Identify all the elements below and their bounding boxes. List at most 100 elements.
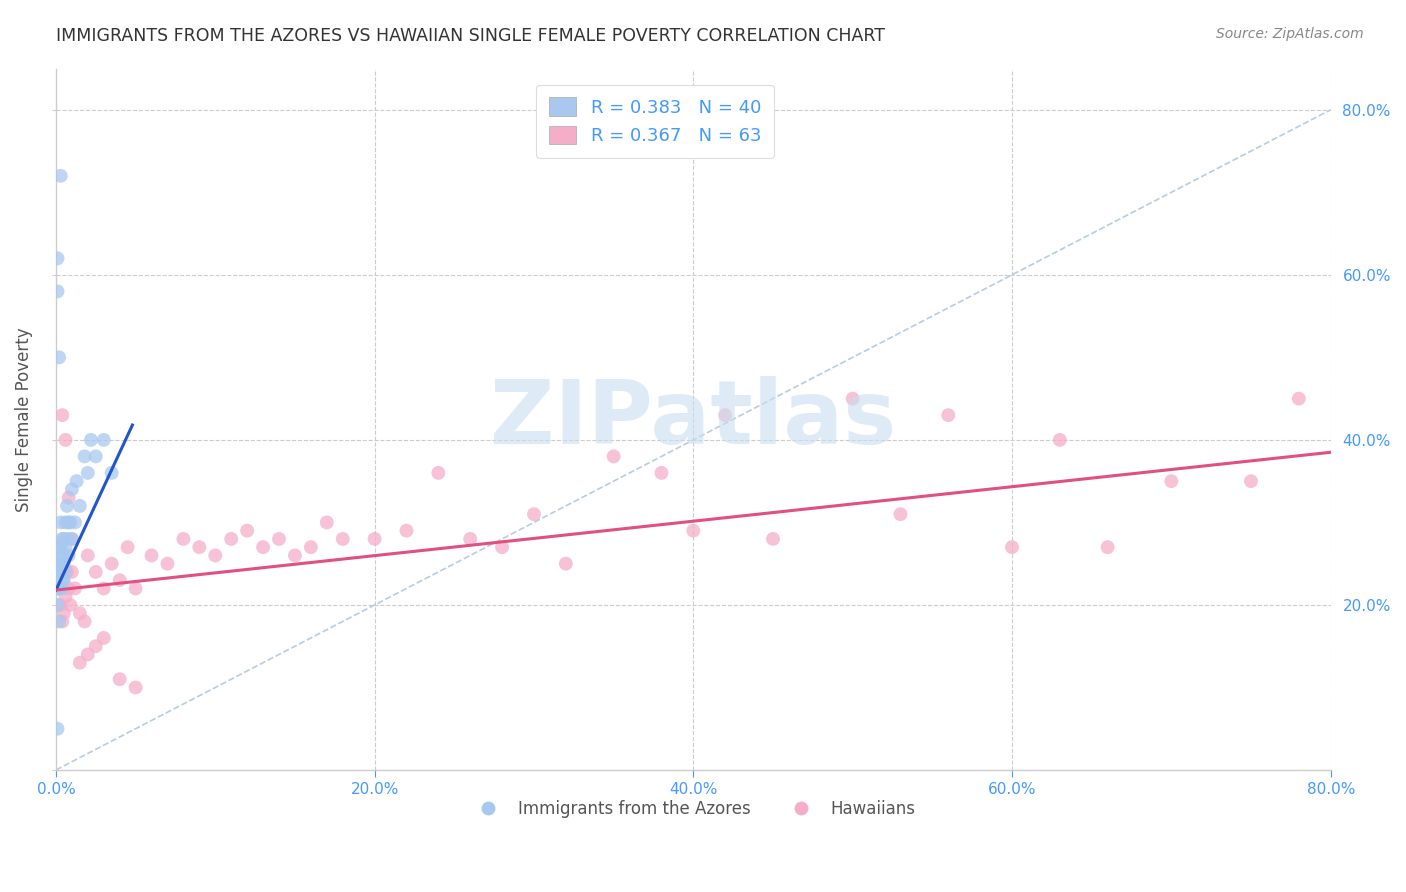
Point — [69, 499, 91, 513]
Point — [55, 590, 77, 604]
Point — [48, 582, 70, 596]
Point — [52, 557, 75, 571]
Point — [936, 408, 959, 422]
Point — [48, 582, 70, 596]
Point — [73, 450, 96, 464]
Point — [1240, 474, 1263, 488]
Point — [363, 532, 385, 546]
Point — [523, 507, 546, 521]
Point — [93, 433, 115, 447]
Point — [76, 549, 98, 563]
Point — [84, 450, 107, 464]
Point — [117, 540, 139, 554]
Point — [93, 631, 115, 645]
Point — [219, 532, 242, 546]
Point — [108, 672, 131, 686]
Point — [73, 615, 96, 629]
Point — [48, 565, 70, 579]
Point — [1160, 474, 1182, 488]
Point — [48, 540, 70, 554]
Point — [56, 499, 79, 513]
Point — [46, 722, 69, 736]
Point — [63, 582, 86, 596]
Point — [602, 450, 624, 464]
Point — [554, 557, 576, 571]
Point — [52, 532, 75, 546]
Point — [55, 433, 77, 447]
Point — [58, 516, 80, 530]
Point — [124, 582, 146, 596]
Point — [51, 573, 73, 587]
Point — [427, 466, 450, 480]
Point — [76, 466, 98, 480]
Point — [682, 524, 704, 538]
Point — [48, 351, 70, 365]
Point — [52, 573, 75, 587]
Point — [252, 540, 274, 554]
Point — [172, 532, 194, 546]
Point — [315, 516, 337, 530]
Text: ZIPatlas: ZIPatlas — [491, 376, 897, 463]
Point — [84, 639, 107, 653]
Point — [491, 540, 513, 554]
Point — [124, 681, 146, 695]
Point — [59, 598, 82, 612]
Point — [51, 615, 73, 629]
Point — [267, 532, 290, 546]
Point — [204, 549, 226, 563]
Point — [58, 549, 80, 563]
Point — [49, 516, 72, 530]
Point — [299, 540, 322, 554]
Point — [55, 565, 77, 579]
Point — [76, 648, 98, 662]
Point — [1097, 540, 1119, 554]
Point — [58, 491, 80, 505]
Point — [156, 557, 179, 571]
Point — [108, 573, 131, 587]
Point — [188, 540, 211, 554]
Point — [762, 532, 785, 546]
Point — [60, 532, 83, 546]
Point — [69, 656, 91, 670]
Point — [59, 516, 82, 530]
Point — [395, 524, 418, 538]
Legend: Immigrants from the Azores, Hawaiians: Immigrants from the Azores, Hawaiians — [464, 794, 922, 825]
Point — [650, 466, 672, 480]
Point — [46, 598, 69, 612]
Point — [46, 285, 69, 299]
Point — [141, 549, 163, 563]
Point — [51, 408, 73, 422]
Point — [80, 433, 103, 447]
Point — [55, 540, 77, 554]
Point — [100, 557, 122, 571]
Point — [51, 582, 73, 596]
Text: Source: ZipAtlas.com: Source: ZipAtlas.com — [1216, 27, 1364, 41]
Point — [46, 557, 69, 571]
Text: IMMIGRANTS FROM THE AZORES VS HAWAIIAN SINGLE FEMALE POVERTY CORRELATION CHART: IMMIGRANTS FROM THE AZORES VS HAWAIIAN S… — [56, 27, 886, 45]
Point — [60, 532, 83, 546]
Point — [332, 532, 354, 546]
Point — [714, 408, 737, 422]
Point — [1001, 540, 1024, 554]
Point — [51, 549, 73, 563]
Point — [49, 557, 72, 571]
Y-axis label: Single Female Poverty: Single Female Poverty — [15, 327, 32, 512]
Point — [55, 516, 77, 530]
Point — [56, 532, 79, 546]
Point — [46, 582, 69, 596]
Point — [236, 524, 259, 538]
Point — [48, 615, 70, 629]
Point — [56, 565, 79, 579]
Point — [52, 606, 75, 620]
Point — [49, 565, 72, 579]
Point — [69, 606, 91, 620]
Point — [46, 252, 69, 266]
Point — [49, 598, 72, 612]
Point — [889, 507, 911, 521]
Point — [1288, 392, 1310, 406]
Point — [49, 169, 72, 183]
Point — [51, 532, 73, 546]
Point — [60, 483, 83, 497]
Point — [63, 516, 86, 530]
Point — [458, 532, 481, 546]
